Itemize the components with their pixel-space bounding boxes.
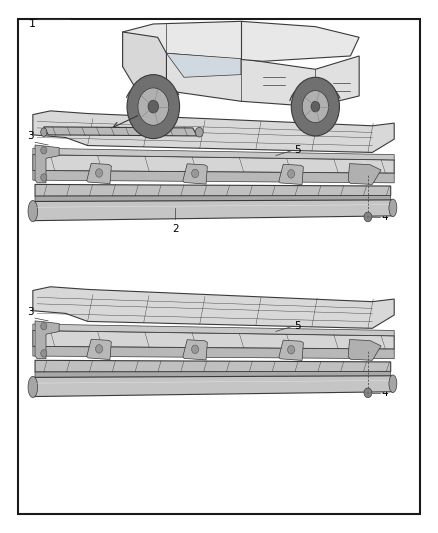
Circle shape bbox=[291, 77, 339, 136]
Circle shape bbox=[288, 345, 295, 354]
Circle shape bbox=[95, 169, 102, 177]
Polygon shape bbox=[44, 127, 197, 136]
Polygon shape bbox=[35, 184, 391, 196]
Polygon shape bbox=[33, 148, 394, 160]
Circle shape bbox=[148, 100, 159, 113]
Circle shape bbox=[41, 174, 47, 181]
Text: 5: 5 bbox=[294, 145, 301, 155]
Polygon shape bbox=[348, 340, 381, 360]
Polygon shape bbox=[87, 340, 111, 360]
Text: 1: 1 bbox=[29, 19, 36, 29]
Text: 4: 4 bbox=[381, 212, 388, 222]
Circle shape bbox=[302, 91, 328, 123]
Circle shape bbox=[138, 88, 169, 125]
Polygon shape bbox=[33, 324, 394, 336]
Polygon shape bbox=[35, 145, 59, 183]
Circle shape bbox=[127, 75, 180, 139]
Circle shape bbox=[288, 169, 295, 178]
Text: 3: 3 bbox=[28, 306, 34, 317]
Polygon shape bbox=[166, 53, 241, 77]
Text: 5: 5 bbox=[294, 321, 301, 331]
Circle shape bbox=[41, 147, 47, 154]
Polygon shape bbox=[33, 171, 394, 183]
Polygon shape bbox=[33, 111, 394, 152]
Polygon shape bbox=[33, 346, 394, 359]
Polygon shape bbox=[183, 164, 207, 184]
Polygon shape bbox=[279, 340, 304, 360]
Circle shape bbox=[311, 101, 320, 112]
Circle shape bbox=[191, 345, 198, 353]
Polygon shape bbox=[35, 321, 59, 359]
Text: 3: 3 bbox=[28, 131, 34, 141]
Text: 2: 2 bbox=[172, 224, 179, 235]
Polygon shape bbox=[33, 200, 393, 221]
Circle shape bbox=[41, 350, 47, 357]
Polygon shape bbox=[279, 164, 304, 184]
Polygon shape bbox=[123, 32, 359, 107]
Polygon shape bbox=[33, 155, 394, 173]
Circle shape bbox=[364, 212, 372, 222]
Polygon shape bbox=[183, 340, 207, 360]
Ellipse shape bbox=[195, 127, 203, 137]
Polygon shape bbox=[35, 360, 391, 372]
Ellipse shape bbox=[389, 375, 397, 393]
Polygon shape bbox=[33, 330, 394, 349]
Circle shape bbox=[364, 388, 372, 398]
Polygon shape bbox=[348, 164, 381, 184]
Polygon shape bbox=[33, 376, 393, 397]
Polygon shape bbox=[33, 287, 394, 328]
Polygon shape bbox=[123, 21, 359, 61]
Polygon shape bbox=[87, 164, 111, 184]
Polygon shape bbox=[123, 32, 166, 96]
Polygon shape bbox=[35, 372, 391, 377]
Circle shape bbox=[95, 345, 102, 353]
Circle shape bbox=[191, 169, 198, 177]
Ellipse shape bbox=[28, 200, 38, 222]
Polygon shape bbox=[35, 196, 391, 201]
Ellipse shape bbox=[41, 128, 47, 136]
Ellipse shape bbox=[389, 199, 397, 217]
Text: 4: 4 bbox=[381, 388, 388, 398]
Circle shape bbox=[41, 322, 47, 330]
Ellipse shape bbox=[28, 376, 38, 398]
